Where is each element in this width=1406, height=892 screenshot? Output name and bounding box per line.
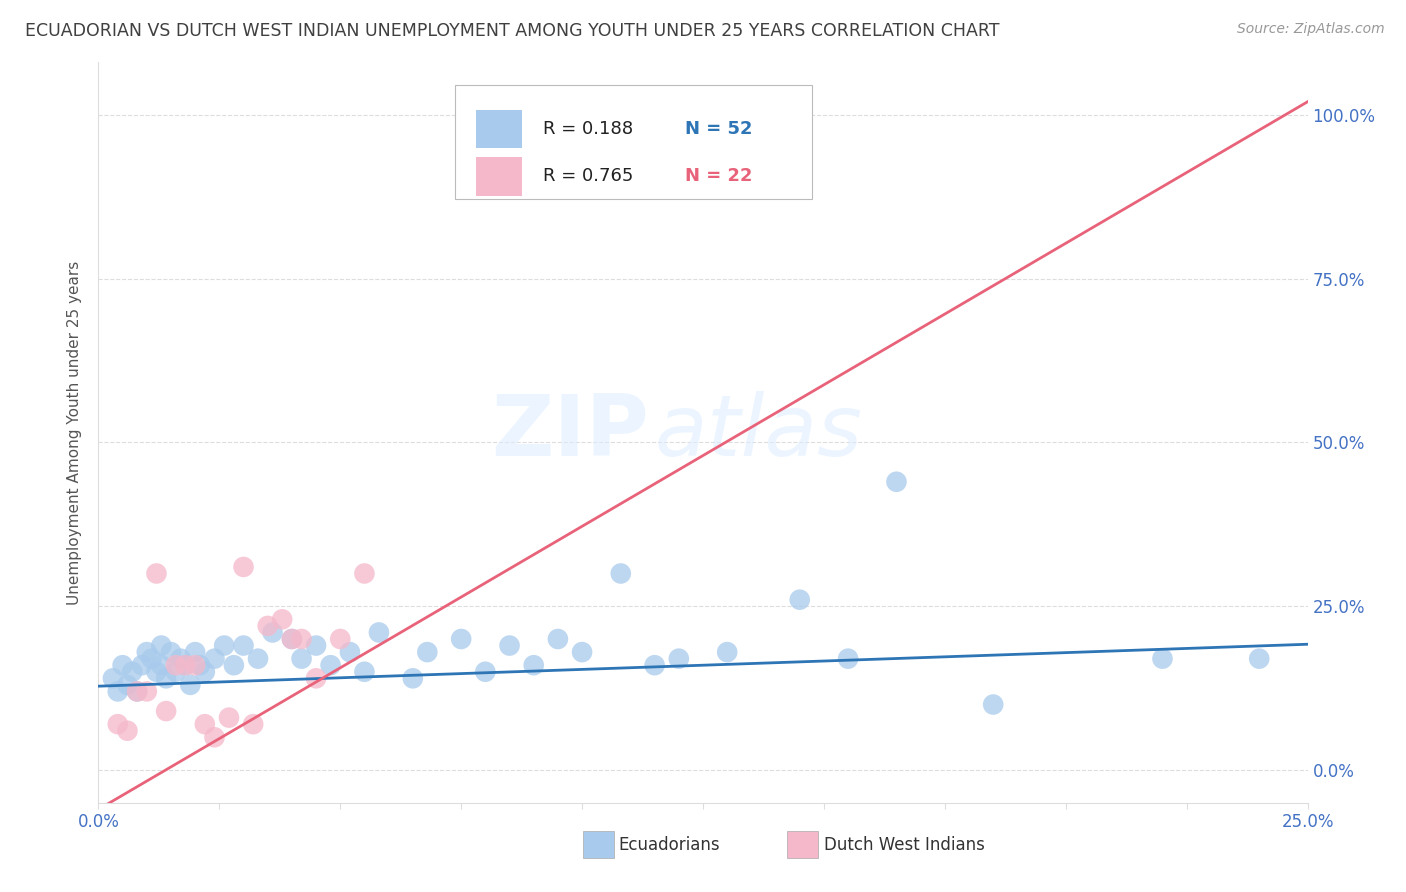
Point (281, 632, 304, 646)
Point (160, 645, 183, 659)
Point (222, 658, 245, 673)
Point (145, 665, 167, 679)
Text: Source: ZipAtlas.com: Source: ZipAtlas.com (1237, 22, 1385, 37)
Point (155, 671, 177, 685)
Point (232, 560, 254, 574)
Point (1249, 651, 1271, 665)
Point (290, 651, 312, 665)
Text: N = 22: N = 22 (685, 168, 752, 186)
Point (271, 612, 294, 626)
Point (150, 639, 173, 653)
Point (1152, 651, 1174, 665)
Point (789, 592, 811, 607)
Point (150, 658, 173, 673)
Point (188, 658, 211, 673)
Point (450, 632, 472, 646)
Bar (475, 110, 522, 148)
Text: R = 0.188: R = 0.188 (543, 120, 634, 138)
Point (127, 684, 149, 698)
Point (256, 619, 278, 633)
Point (416, 645, 439, 659)
Point (547, 632, 569, 646)
Point (111, 658, 134, 673)
Point (194, 665, 217, 679)
Point (165, 658, 187, 673)
Point (329, 632, 352, 646)
Point (174, 658, 197, 673)
Point (368, 625, 391, 640)
Point (117, 723, 139, 738)
Point (121, 665, 143, 679)
Point (716, 645, 738, 659)
Point (135, 645, 157, 659)
Text: Dutch West Indians: Dutch West Indians (824, 836, 984, 854)
Point (523, 658, 546, 673)
Text: ECUADORIAN VS DUTCH WEST INDIAN UNEMPLOYMENT AMONG YOUTH UNDER 25 YEARS CORRELAT: ECUADORIAN VS DUTCH WEST INDIAN UNEMPLOY… (25, 22, 1000, 40)
Point (498, 639, 520, 653)
Point (242, 717, 264, 731)
Point (571, 645, 593, 659)
Point (218, 711, 240, 725)
Text: N = 52: N = 52 (685, 120, 752, 138)
Point (232, 639, 254, 653)
Point (155, 704, 177, 718)
Point (716, 128, 738, 142)
Point (305, 639, 328, 653)
Point (886, 475, 908, 489)
Point (262, 625, 284, 640)
Point (353, 566, 375, 581)
Point (101, 671, 124, 685)
Point (117, 678, 139, 692)
Text: R = 0.765: R = 0.765 (543, 168, 634, 186)
Point (145, 566, 167, 581)
Point (141, 651, 163, 665)
Point (247, 651, 270, 665)
Point (281, 632, 304, 646)
Point (837, 651, 859, 665)
Text: Ecuadorians: Ecuadorians (619, 836, 720, 854)
Point (127, 684, 149, 698)
Point (131, 658, 153, 673)
Point (179, 678, 201, 692)
Y-axis label: Unemployment Among Youth under 25 years: Unemployment Among Youth under 25 years (67, 260, 83, 605)
Text: atlas: atlas (655, 391, 863, 475)
Point (402, 671, 425, 685)
Point (165, 665, 187, 679)
Point (474, 665, 496, 679)
Point (194, 717, 217, 731)
Point (184, 645, 207, 659)
Point (319, 658, 342, 673)
Point (204, 651, 226, 665)
Text: ZIP: ZIP (491, 391, 648, 475)
Point (107, 684, 129, 698)
Point (169, 651, 191, 665)
Point (174, 658, 197, 673)
Point (204, 731, 226, 745)
Point (135, 684, 157, 698)
Point (339, 645, 361, 659)
Point (290, 632, 312, 646)
Bar (475, 157, 522, 195)
Point (305, 671, 328, 685)
Point (107, 717, 129, 731)
Point (644, 658, 666, 673)
Point (353, 665, 375, 679)
FancyBboxPatch shape (456, 85, 811, 200)
Point (981, 698, 1004, 712)
Point (668, 651, 690, 665)
Point (184, 658, 207, 673)
Point (610, 566, 633, 581)
Point (212, 639, 235, 653)
